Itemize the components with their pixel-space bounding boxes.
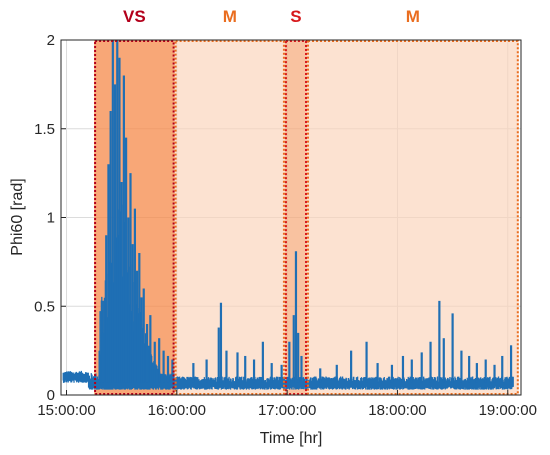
y-tick-label-1: 0.5 [34, 298, 55, 315]
x-axis: 15:00:00 16:00:00 17:00:00 18:00:00 19:00:00 [37, 390, 537, 419]
series-phi60 [62, 40, 514, 390]
region-1-label: M [223, 7, 237, 26]
x-tick-label-4: 19:00:00 [479, 402, 537, 419]
region-3-label: M [406, 7, 420, 26]
region-2-label: S [290, 7, 301, 26]
x-tick-label-0: 15:00:00 [37, 402, 95, 419]
region-1-border [174, 40, 285, 395]
x-axis-label: Time [hr] [260, 430, 323, 447]
region-1-fill [174, 40, 285, 395]
region-3-border [306, 40, 519, 395]
y-tick-label-2: 1 [47, 210, 55, 227]
y-axis-label: Phi60 [rad] [9, 178, 26, 255]
x-tick-label-3: 18:00:00 [368, 402, 426, 419]
y-tick-label-3: 1.5 [34, 121, 55, 138]
y-tick-label-4: 2 [47, 32, 55, 49]
region-2-border [284, 40, 307, 395]
x-tick-label-2: 17:00:00 [258, 402, 316, 419]
region-0-label: VS [123, 7, 146, 26]
x-tick-label-1: 16:00:00 [148, 402, 206, 419]
region-borders [94, 40, 519, 395]
region-labels: VS M S M [123, 7, 420, 26]
y-axis: 0 0.5 1 1.5 2 [34, 32, 66, 404]
y-tick-label-0: 0 [47, 387, 55, 404]
region-3-fill [306, 40, 519, 395]
region-2-fill [284, 40, 307, 395]
